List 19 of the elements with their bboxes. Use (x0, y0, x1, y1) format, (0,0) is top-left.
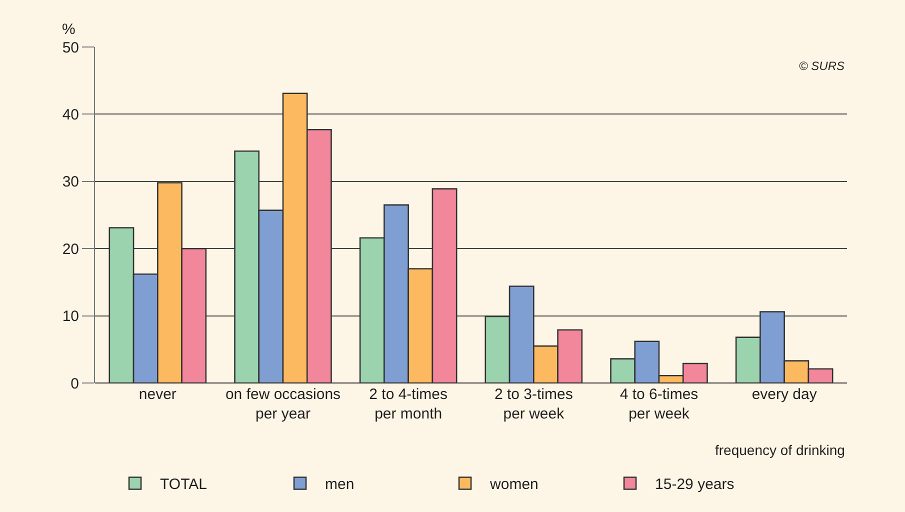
x-tick-label: 4 to 6-times per week (620, 386, 698, 422)
y-tick-label: 50 (62, 39, 79, 56)
annotation: © SURS (799, 59, 845, 73)
x-tick-label: never (138, 386, 176, 403)
y-tick-label: 30 (62, 174, 79, 191)
y-tick-label: 20 (62, 240, 79, 258)
legend-label: women (489, 476, 538, 494)
x-tick-label: 2 to 4-times per month (369, 386, 448, 422)
y-axis-title: % (62, 21, 76, 38)
y-tick-label: 0 (70, 375, 79, 392)
legend-label: 15-29 years (655, 476, 734, 494)
x-tick-label: 2 to 3-times per week (494, 386, 573, 422)
x-tick-label: every day (752, 386, 818, 403)
x-tick-label: on few occasions per year (225, 386, 341, 422)
x-axis-title: frequency of drinking (715, 442, 845, 458)
y-tick-label: 10 (62, 308, 79, 326)
legend-label: TOTAL (160, 476, 208, 494)
y-tick-label: 40 (62, 106, 79, 124)
legend-label: men (325, 476, 354, 494)
